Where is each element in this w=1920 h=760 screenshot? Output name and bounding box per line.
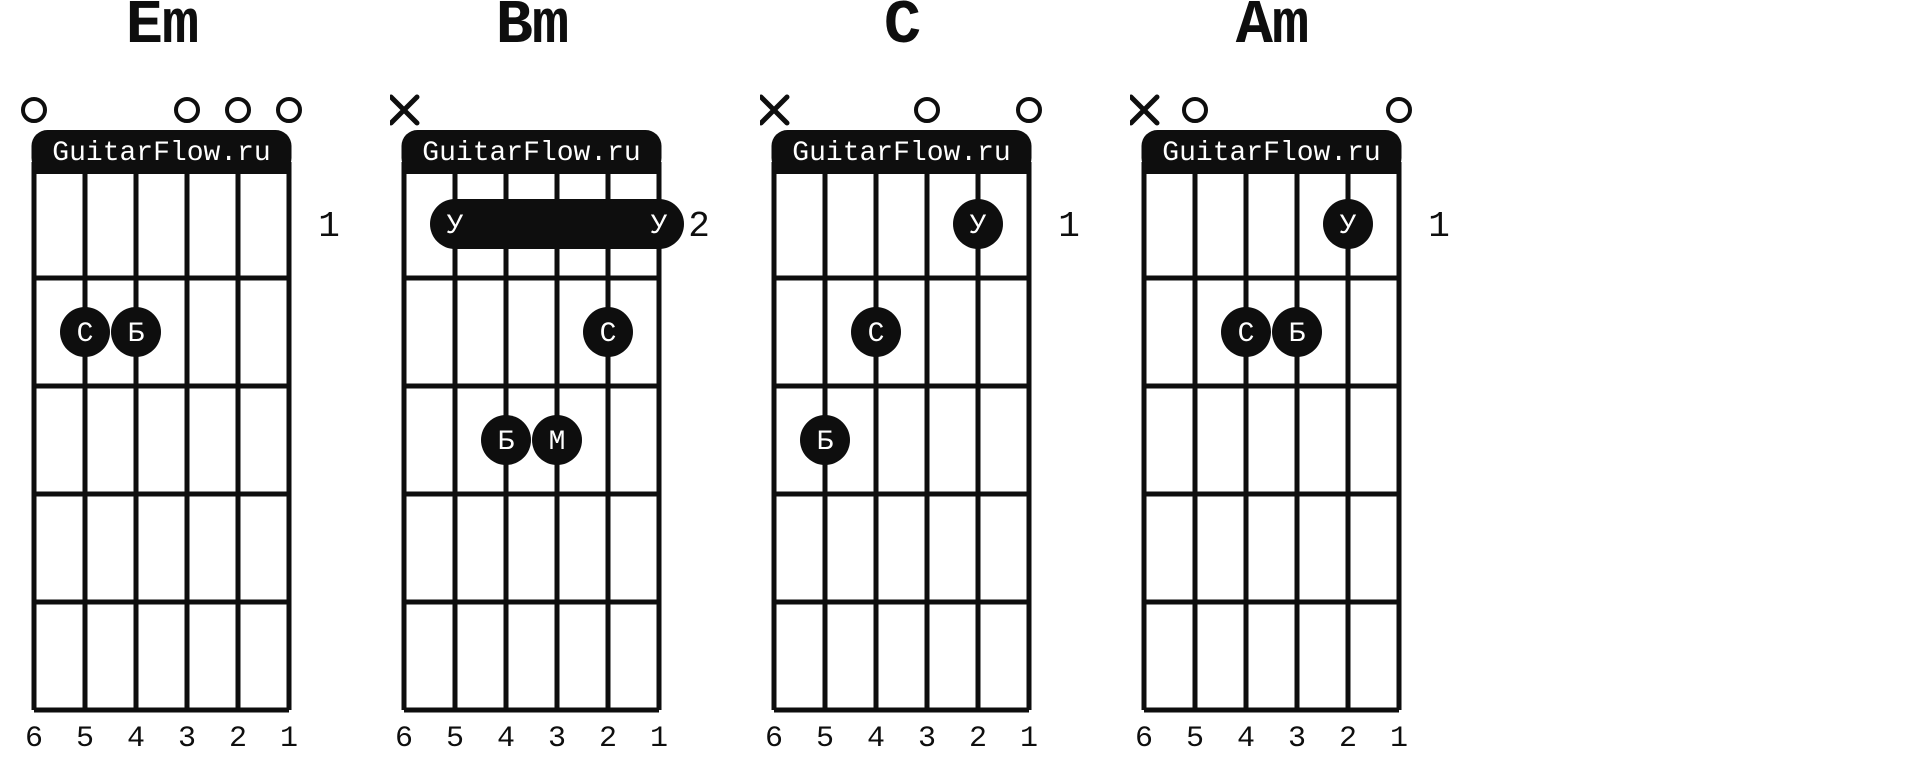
string-number: 2: [1339, 722, 1357, 756]
chord-name: C: [770, 0, 1034, 61]
string-number: 4: [867, 722, 885, 756]
string-number: 4: [497, 722, 515, 756]
string-number: 2: [969, 722, 987, 756]
start-fret-number: 1: [318, 206, 340, 247]
chord-chart-page: EmGuitarFlow.ru1СБ654321BmGuitarFlow.ru2…: [0, 0, 1920, 754]
string-number: 5: [76, 722, 94, 756]
open-string-marker: [23, 99, 45, 121]
open-string-marker: [1184, 99, 1206, 121]
open-string-marker: [1018, 99, 1040, 121]
chord-svg: GuitarFlow.ru2УУСБМ654321: [390, 86, 729, 760]
nut-label: GuitarFlow.ru: [792, 138, 1010, 169]
chord-svg: GuitarFlow.ru1СБ654321: [20, 86, 359, 760]
chord-name: Bm: [400, 0, 664, 61]
string-number: 2: [599, 722, 617, 756]
string-number: 3: [918, 722, 936, 756]
finger-dot-label: У: [1340, 211, 1357, 242]
string-number: 5: [446, 722, 464, 756]
finger-dot-label: Б: [1289, 319, 1306, 350]
string-number: 3: [548, 722, 566, 756]
string-number: 4: [1237, 722, 1255, 756]
finger-dot-label: Б: [498, 427, 515, 458]
finger-dot-label: С: [600, 319, 617, 350]
string-number: 3: [178, 722, 196, 756]
string-number: 5: [816, 722, 834, 756]
finger-dot-label: С: [77, 319, 94, 350]
finger-dot-label: С: [1238, 319, 1255, 350]
chord-name: Em: [30, 0, 294, 61]
string-number: 1: [1020, 722, 1038, 756]
open-string-marker: [176, 99, 198, 121]
string-number: 1: [650, 722, 668, 756]
open-string-marker: [1388, 99, 1410, 121]
finger-dot-label: Б: [817, 427, 834, 458]
nut-label: GuitarFlow.ru: [52, 138, 270, 169]
finger-dot-label: М: [549, 427, 566, 458]
string-number: 5: [1186, 722, 1204, 756]
finger-dot-label: Б: [128, 319, 145, 350]
barre-label-left: У: [447, 211, 464, 242]
finger-dot-label: С: [868, 319, 885, 350]
open-string-marker: [278, 99, 300, 121]
chord-name: Am: [1140, 0, 1404, 61]
string-number: 1: [280, 722, 298, 756]
string-number: 2: [229, 722, 247, 756]
string-number: 6: [765, 722, 783, 756]
barre: [430, 199, 684, 249]
string-number: 6: [395, 722, 413, 756]
chord-svg: GuitarFlow.ru1УСБ654321: [1130, 86, 1469, 760]
string-number: 1: [1390, 722, 1408, 756]
string-number: 6: [1135, 722, 1153, 756]
string-number: 3: [1288, 722, 1306, 756]
nut-label: GuitarFlow.ru: [422, 138, 640, 169]
chord-svg: GuitarFlow.ru1УСБ654321: [760, 86, 1099, 760]
nut-label: GuitarFlow.ru: [1162, 138, 1380, 169]
string-number: 4: [127, 722, 145, 756]
barre-label-right: У: [651, 211, 668, 242]
open-string-marker: [227, 99, 249, 121]
start-fret-number: 1: [1058, 206, 1080, 247]
string-number: 6: [25, 722, 43, 756]
open-string-marker: [916, 99, 938, 121]
start-fret-number: 2: [688, 206, 710, 247]
start-fret-number: 1: [1428, 206, 1450, 247]
finger-dot-label: У: [970, 211, 987, 242]
